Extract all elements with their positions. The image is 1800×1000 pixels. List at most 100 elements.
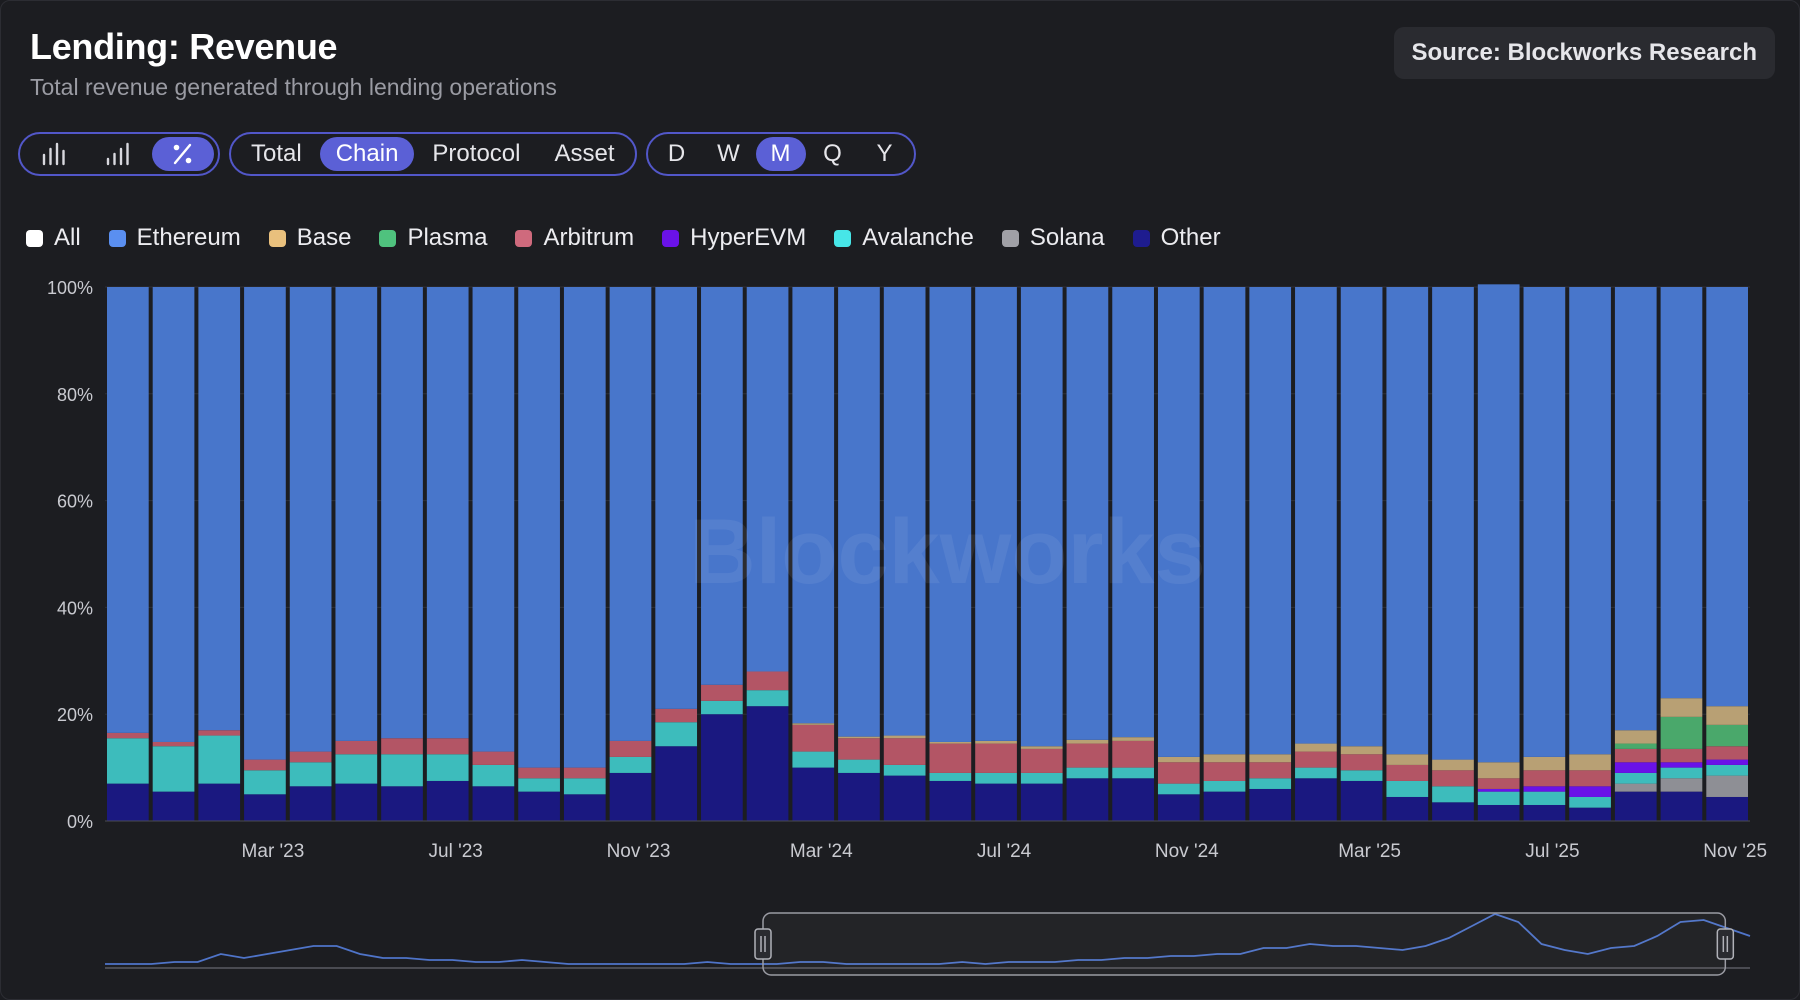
bar-segment-ethereum[interactable] [975, 287, 1017, 741]
legend-item-other[interactable]: Other [1132, 224, 1221, 252]
bar-segment-avalanche[interactable] [746, 690, 789, 707]
bar-segment-other[interactable] [1112, 778, 1154, 821]
bar-segment-base[interactable] [1660, 698, 1703, 717]
bar-segment-other[interactable] [609, 772, 652, 821]
bar-segment-ethereum[interactable] [1523, 287, 1566, 757]
bar-segment-arbitrum[interactable] [335, 740, 378, 755]
bar-segment-arbitrum[interactable] [1295, 751, 1337, 768]
period-year-button[interactable]: Y [876, 140, 893, 167]
grouping-protocol-button[interactable]: Protocol [432, 140, 521, 167]
bar-segment-base[interactable] [1295, 743, 1337, 752]
bar-segment-arbitrum[interactable] [1386, 764, 1429, 781]
bar-segment-other[interactable] [1660, 791, 1703, 821]
bar-segment-other[interactable] [107, 783, 149, 821]
bar-segment-arbitrum[interactable] [929, 743, 972, 773]
bar-segment-ethereum[interactable] [335, 287, 378, 741]
bar-segment-avalanche[interactable] [883, 764, 926, 776]
bar-segment-arbitrum[interactable] [1614, 748, 1657, 763]
bar-segment-avalanche[interactable] [1660, 767, 1703, 779]
bar-segment-other[interactable] [655, 746, 698, 821]
bar-segment-ethereum[interactable] [518, 287, 560, 768]
bar-segment-arbitrum[interactable] [1432, 770, 1474, 787]
bar-segment-ethereum[interactable] [746, 287, 789, 672]
bar-segment-arbitrum[interactable] [975, 743, 1017, 773]
bar-segment-arbitrum[interactable] [198, 730, 241, 736]
bar-segment-other[interactable] [746, 706, 789, 821]
legend-item-base[interactable]: Base [268, 224, 351, 252]
bar-segment-ethereum[interactable] [1203, 287, 1246, 755]
bar-segment-arbitrum[interactable] [1066, 743, 1109, 768]
bar-segment-other[interactable] [929, 780, 972, 821]
bar-segment-arbitrum[interactable] [381, 738, 423, 755]
bar-segment-arbitrum[interactable] [1660, 748, 1703, 763]
bar-segment-other[interactable] [152, 791, 195, 821]
bar-segment-avalanche[interactable] [1614, 772, 1657, 784]
bar-segment-ethereum[interactable] [1112, 287, 1154, 738]
bar-segment-other[interactable] [792, 767, 835, 821]
bar-segment-other[interactable] [1295, 778, 1337, 821]
bar-segment-ethereum[interactable] [1386, 287, 1429, 755]
bar-segment-avalanche[interactable] [518, 778, 560, 792]
bar-segment-ethereum[interactable] [929, 287, 972, 742]
bar-segment-avalanche[interactable] [381, 754, 423, 787]
bar-segment-other[interactable] [198, 783, 241, 821]
bar-segment-base[interactable] [792, 723, 835, 725]
bar-segment-base[interactable] [1112, 737, 1154, 741]
bar-segment-other[interactable] [426, 780, 469, 821]
bar-segment-avalanche[interactable] [1432, 786, 1474, 803]
bar-segment-avalanche[interactable] [1477, 791, 1520, 805]
bar-segment-ethereum[interactable] [107, 287, 149, 733]
legend-item-hyperevm[interactable]: HyperEVM [662, 224, 806, 252]
bar-segment-ethereum[interactable] [883, 287, 926, 736]
bar-segment-ethereum[interactable] [1569, 287, 1611, 755]
bar-segment-arbitrum[interactable] [426, 738, 469, 755]
bar-segment-base[interactable] [1706, 706, 1748, 725]
bar-segment-avalanche[interactable] [563, 778, 606, 795]
bar-segment-avalanche[interactable] [975, 772, 1017, 784]
bar-segment-solana[interactable] [1660, 778, 1703, 792]
bar-segment-other[interactable] [381, 786, 423, 821]
bar-segment-avalanche[interactable] [335, 754, 378, 784]
bar-segment-other[interactable] [1477, 804, 1520, 821]
bar-segment-other[interactable] [1157, 794, 1200, 821]
bar-segment-avalanche[interactable] [1706, 764, 1748, 776]
bar-segment-avalanche[interactable] [1020, 772, 1063, 784]
bar-segment-avalanche[interactable] [1157, 783, 1200, 795]
bar-segment-other[interactable] [1020, 783, 1063, 821]
legend-item-plasma[interactable]: Plasma [379, 224, 487, 252]
bar-segment-arbitrum[interactable] [1112, 740, 1154, 768]
bar-segment-base[interactable] [1203, 754, 1246, 763]
bar-segment-avalanche[interactable] [152, 746, 195, 792]
bar-segment-arbitrum[interactable] [244, 759, 286, 771]
bar-segment-ethereum[interactable] [1477, 284, 1520, 763]
bar-segment-ethereum[interactable] [472, 287, 515, 752]
bar-segment-arbitrum[interactable] [1706, 746, 1748, 760]
bar-segment-base[interactable] [975, 740, 1017, 744]
bar-chart-mode-button[interactable] [24, 137, 86, 171]
bar-segment-base[interactable] [883, 735, 926, 739]
bar-segment-avalanche[interactable] [1569, 796, 1611, 808]
bar-segment-ethereum[interactable] [1614, 287, 1657, 731]
bar-segment-other[interactable] [1340, 780, 1383, 821]
bar-segment-base[interactable] [1066, 739, 1109, 744]
bar-segment-ethereum[interactable] [289, 287, 332, 752]
bar-segment-arbitrum[interactable] [1477, 778, 1520, 789]
period-week-button[interactable]: W [717, 140, 740, 167]
bar-segment-ethereum[interactable] [563, 287, 606, 768]
legend-item-arbitrum[interactable]: Arbitrum [515, 224, 634, 252]
bar-segment-avalanche[interactable] [1295, 767, 1337, 779]
bar-segment-avalanche[interactable] [289, 762, 332, 787]
bar-segment-base[interactable] [1157, 756, 1200, 763]
bar-segment-other[interactable] [335, 783, 378, 821]
bar-segment-other[interactable] [701, 714, 743, 821]
bar-segment-avalanche[interactable] [1523, 791, 1566, 805]
bar-segment-other[interactable] [518, 791, 560, 821]
bar-segment-ethereum[interactable] [1066, 287, 1109, 740]
period-quarter-button[interactable]: Q [823, 140, 842, 167]
bar-segment-avalanche[interactable] [838, 759, 880, 773]
bar-segment-ethereum[interactable] [655, 287, 698, 709]
bar-segment-other[interactable] [1386, 796, 1429, 821]
bar-segment-ethereum[interactable] [198, 287, 241, 731]
bar-segment-ethereum[interactable] [244, 287, 286, 760]
percent-chart-mode-button[interactable] [152, 137, 214, 171]
